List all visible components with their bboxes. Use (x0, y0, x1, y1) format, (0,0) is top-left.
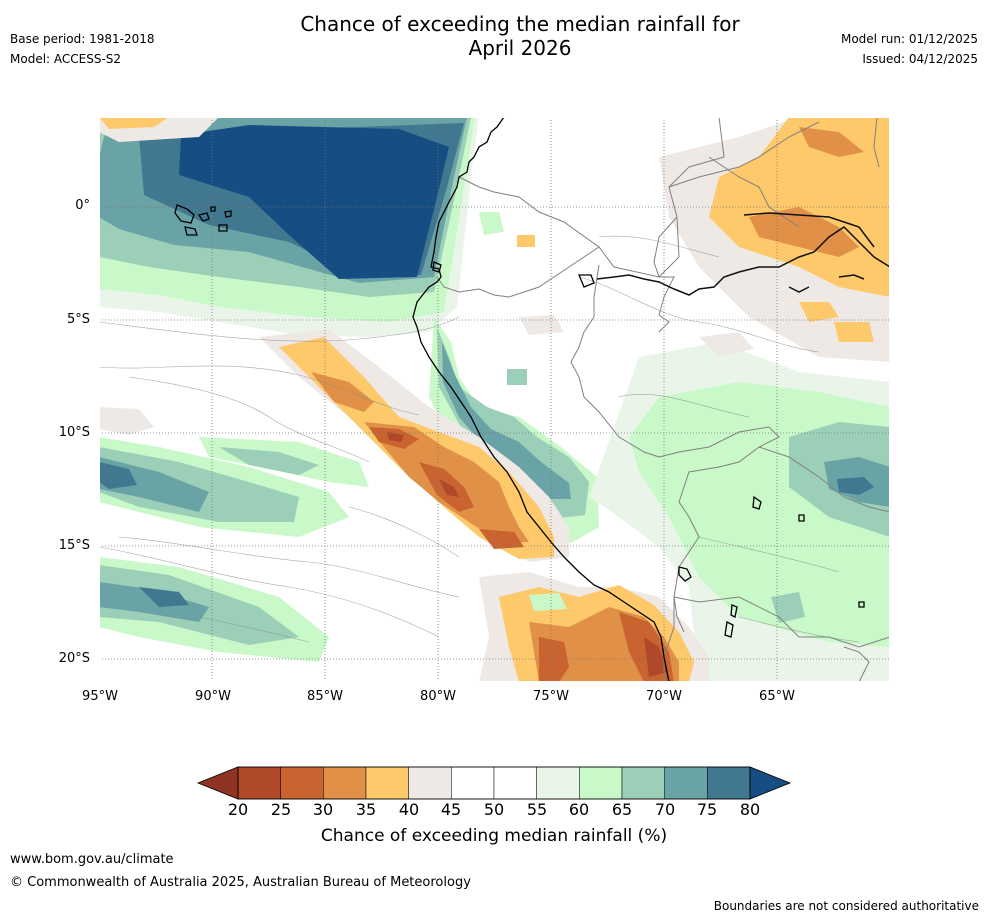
lon-label-70w: 70°W (646, 689, 682, 704)
meta-left: Base period: 1981-2018 Model: ACCESS-S2 (10, 29, 155, 69)
footer-url[interactable]: www.bom.gov.au/climate (10, 852, 174, 867)
lon-label-75w: 75°W (533, 689, 569, 704)
colorbar-tick-70: 70 (654, 800, 676, 819)
colorbar-tick-35: 35 (355, 800, 377, 819)
footer-disclaimer: Boundaries are not considered authoritat… (713, 899, 979, 913)
colorbar-segments (237, 766, 751, 800)
colorbar-under-arrow (196, 766, 239, 800)
colorbar-segment-70-75 (664, 766, 708, 800)
coastline (174, 117, 865, 682)
lon-label-85w: 85°W (307, 689, 343, 704)
lon-label-95w: 95°W (82, 689, 118, 704)
lon-label-65w: 65°W (759, 689, 795, 704)
lat-label-15s: 15°S (58, 538, 90, 553)
colorbar-segment-30-35 (323, 766, 367, 800)
contour-lines (99, 235, 860, 643)
issued-text: Issued: 04/12/2025 (862, 52, 978, 66)
colorbar-over-arrow (749, 766, 792, 800)
colorbar-tick-55: 55 (526, 800, 548, 819)
chart-title: Chance of exceeding the median rainfall … (0, 12, 988, 60)
colorbar-segment-50-55 (493, 766, 537, 800)
colorbar-tick-65: 65 (611, 800, 633, 819)
colorbar-tick-30: 30 (312, 800, 334, 819)
colorbar-tick-60: 60 (568, 800, 590, 819)
colorbar-tick-50: 50 (483, 800, 505, 819)
colorbar-tick-75: 75 (696, 800, 718, 819)
colorbar-frame (237, 766, 751, 800)
colorbar-segment-35-40 (365, 766, 409, 800)
title-line-1: Chance of exceeding the median rainfall … (300, 12, 740, 36)
colorbar-label: Chance of exceeding median rainfall (%) (320, 826, 668, 846)
national-boundaries (436, 117, 890, 682)
colorbar-segment-25-30 (280, 766, 324, 800)
colorbar-segment-40-45 (408, 766, 452, 800)
colorbar-segment-75-80 (707, 766, 751, 800)
colorbar-segment-65-70 (621, 766, 665, 800)
footer-copyright: © Commonwealth of Australia 2025, Austra… (10, 875, 471, 890)
wet-anomaly-southwest-pacific (99, 437, 369, 662)
map-border (99, 117, 890, 682)
lat-label-0: 0° (75, 198, 90, 213)
colorbar-tick-25: 25 (270, 800, 292, 819)
colorbar-tick-20: 20 (227, 800, 249, 819)
meta-right: Model run: 01/12/2025 Issued: 04/12/2025 (841, 29, 978, 69)
amazon-river (596, 212, 890, 296)
scattered-patches (99, 212, 754, 611)
wet-anomaly-north-ocean (99, 117, 479, 337)
dry-anomaly-south (479, 572, 709, 682)
title-line-2: April 2026 (468, 36, 572, 60)
rainfall-outlook-map (99, 117, 890, 682)
lon-label-80w: 80°W (420, 689, 456, 704)
lat-label-20s: 20°S (58, 651, 90, 666)
model-run-text: Model run: 01/12/2025 (840, 32, 978, 46)
model-text: Model: ACCESS-S2 (10, 52, 122, 66)
colorbar-tick-40: 40 (398, 800, 420, 819)
lat-label-5s: 5°S (66, 312, 90, 327)
dry-anomaly-northeast (99, 117, 890, 362)
colorbar-segment-20-25 (237, 766, 281, 800)
lon-label-90w: 90°W (195, 689, 231, 704)
colorbar-segment-45-50 (451, 766, 495, 800)
colorbar-tick-45: 45 (440, 800, 462, 819)
colorbar-tick-80: 80 (739, 800, 761, 819)
base-period-text: Base period: 1981-2018 (10, 32, 155, 46)
graticule (99, 117, 890, 682)
lat-label-10s: 10°S (58, 425, 90, 440)
colorbar-segment-55-60 (536, 766, 580, 800)
colorbar (196, 766, 792, 800)
colorbar-segment-60-65 (579, 766, 623, 800)
